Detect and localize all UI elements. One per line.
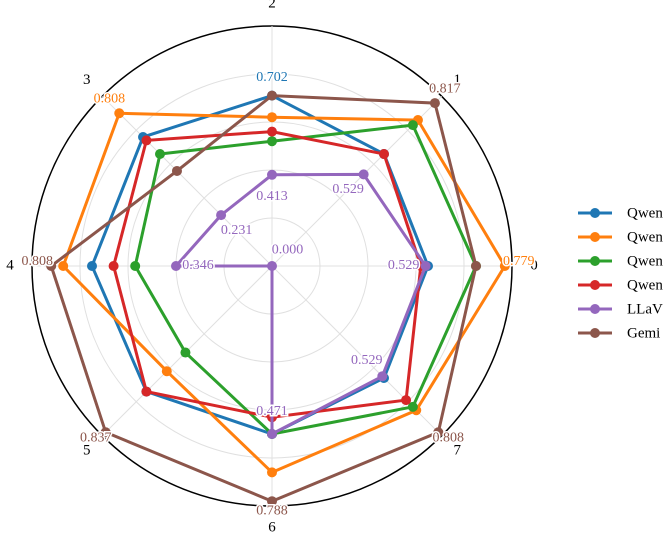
point [100, 427, 111, 438]
value-label: 0.817 [429, 81, 461, 96]
value-label: 0.837 [80, 430, 112, 445]
legend-marker [590, 328, 600, 338]
axis-label: 0 [530, 257, 538, 273]
legend-label: Gemi [627, 325, 660, 341]
point [358, 169, 369, 180]
value-label: 0.808 [432, 430, 464, 445]
axis-label: 2 [268, 0, 276, 11]
point [407, 120, 418, 131]
point [267, 429, 277, 439]
legend-label: LLaV [627, 301, 663, 317]
point [267, 496, 277, 507]
point [267, 126, 277, 137]
axis-label: 3 [83, 72, 91, 88]
point [216, 210, 227, 221]
point [429, 98, 440, 109]
point [471, 261, 481, 271]
value-label: 0.808 [94, 92, 126, 107]
point [171, 165, 182, 176]
point [267, 90, 277, 101]
point [267, 112, 277, 123]
value-label: 0.788 [256, 503, 288, 518]
legend-marker [590, 280, 600, 290]
point [141, 386, 152, 397]
point [171, 261, 181, 271]
point [87, 261, 97, 271]
value-label: 0.808 [21, 254, 53, 269]
value-label: 0.529 [388, 258, 420, 273]
axis-label: 5 [83, 443, 91, 459]
series-line [133, 123, 478, 436]
spoke [101, 95, 273, 267]
axis-label: 6 [268, 519, 276, 535]
axis-label: 7 [454, 443, 462, 459]
point [401, 395, 412, 406]
axis-label: 1 [454, 72, 462, 88]
point [114, 108, 125, 119]
legend-marker [590, 208, 600, 218]
legend-label: Qwen [627, 253, 663, 269]
point [141, 135, 152, 146]
point [154, 148, 165, 159]
point [108, 261, 119, 271]
point [58, 261, 69, 271]
point [420, 261, 431, 271]
value-label: 0.471 [256, 404, 288, 419]
legend-label: Qwen [627, 205, 663, 221]
value-label: 0.000 [272, 243, 304, 258]
axis-label: 4 [6, 257, 14, 273]
value-label: 0.529 [332, 182, 364, 197]
point [377, 371, 388, 382]
point [130, 261, 141, 271]
value-label: 0.231 [221, 223, 253, 238]
point [267, 136, 277, 147]
point [267, 169, 277, 180]
point [499, 261, 510, 271]
point [46, 261, 57, 271]
value-label: 0.346 [182, 258, 214, 273]
legend-marker [590, 256, 600, 266]
value-label: 0.529 [351, 353, 383, 368]
point [433, 427, 444, 438]
legend: Qwen Qwen Qwen Qwen LLaV Gemi [578, 205, 663, 341]
point [379, 148, 390, 159]
point [180, 347, 191, 358]
point [267, 261, 277, 271]
point [407, 401, 418, 412]
point [161, 366, 172, 377]
value-label: 0.413 [256, 189, 288, 204]
point [267, 467, 277, 478]
legend-label: Qwen [627, 229, 663, 245]
value-label: 0.702 [256, 70, 288, 85]
legend-marker [590, 304, 600, 314]
value-label: 0.779 [503, 254, 535, 269]
legend-marker [590, 232, 600, 242]
legend-label: Qwen [627, 277, 663, 293]
